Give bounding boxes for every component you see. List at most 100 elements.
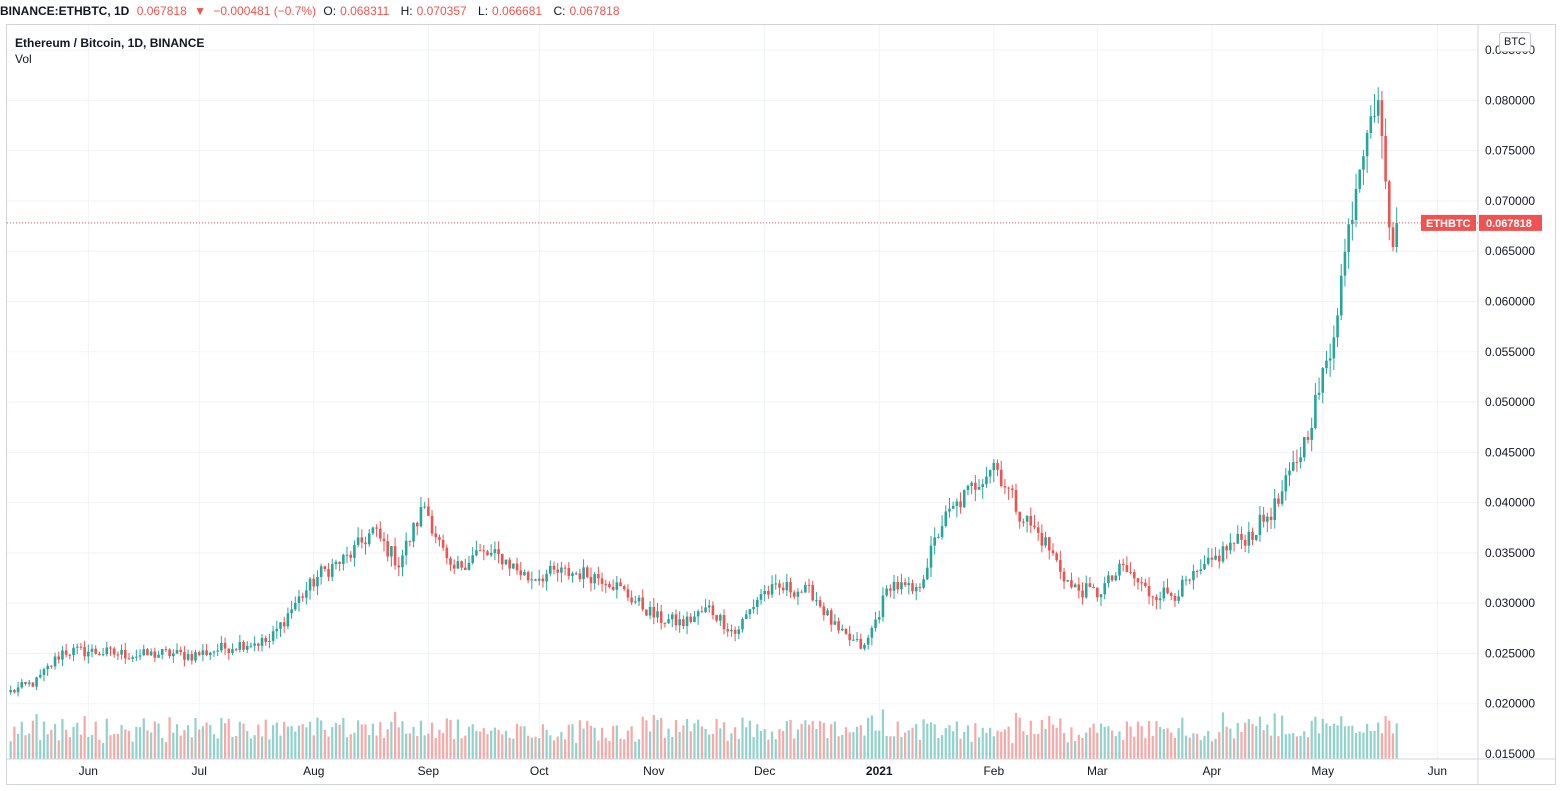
volume-bar [150,732,153,759]
header-low-label: L: [478,4,489,18]
volume-bar [1022,731,1025,759]
volume-bar [770,731,774,759]
candle-body [870,627,874,638]
volume-bar [922,719,925,759]
volume-bar [382,737,386,759]
candle-body [619,582,622,587]
volume-bar [334,722,338,759]
volume-bar [626,730,630,759]
volume-bar [641,716,644,759]
candle-body [556,569,559,573]
volume-bar [138,727,142,759]
volume-bar [20,721,23,759]
candle-body [1206,557,1210,564]
candle-body [674,614,678,626]
down-arrow-icon: ▼ [194,4,206,18]
candle-body [593,574,596,584]
volume-bar [1192,733,1195,759]
candle-body [626,589,630,598]
header-open-label: O: [323,4,337,18]
candle-body [423,506,426,508]
candle-body [1280,491,1284,504]
candle-body [1107,575,1110,584]
candle-body [1384,136,1387,182]
volume-bar [752,737,755,759]
candle-body [988,470,992,477]
candle-body [31,682,35,687]
volume-bar [83,716,86,759]
candle-body [1395,222,1398,248]
candle-body [837,621,840,631]
candle-body [512,563,515,569]
volume-bar [445,718,448,759]
volume-bar [1133,736,1136,759]
currency-button[interactable]: BTC [1499,32,1531,52]
volume-bar [852,732,855,759]
volume-bar [1388,720,1391,759]
volume-bar [434,737,437,759]
candle-body [600,578,604,584]
candle-body [356,537,360,545]
candle-body [781,587,785,591]
candle-body [268,640,271,642]
volume-bar [1351,725,1354,759]
candle-body [563,567,567,569]
candle-body [571,573,574,576]
time-tick-label: Sep [418,764,440,778]
candle-body [1144,582,1147,587]
candle-body [293,602,297,610]
price-tick-label: 0.030000 [1485,596,1535,610]
volume-bar [966,725,970,759]
candle-body [1310,427,1313,440]
candle-body [286,613,290,627]
volume-bar [53,724,57,759]
candle-body [478,550,482,552]
candle-body [282,622,286,627]
candle-body [1376,100,1380,116]
candle-body [829,610,833,625]
candle-body [693,616,696,622]
header-last-price: 0.067818 [136,4,187,18]
candle-body [1243,539,1247,546]
time-tick-label: Jul [192,764,207,778]
candle-body [663,622,667,624]
candle-body [53,656,57,667]
candle-body [933,537,936,546]
candle-body [197,652,201,655]
volume-bar [65,729,68,759]
candle-body [1151,596,1155,598]
volume-bar [1177,728,1180,759]
candle-body [1059,560,1062,572]
volume-bar [726,740,729,759]
volume-bar [131,741,134,759]
volume-bar [486,734,489,759]
candle-body [109,647,112,649]
candle-body [1314,394,1317,428]
candle-body [245,645,249,650]
volume-bar [301,724,304,759]
volume-bar [220,717,223,759]
volume-bar [1140,726,1143,759]
volume-bar [1251,724,1254,759]
volume-bar [1195,733,1199,759]
volume-bar [1199,740,1202,759]
candle-body [992,462,996,471]
candle-body [1358,169,1362,189]
volume-bar [1159,726,1162,759]
volume-bar [1299,735,1302,759]
volume-bar [364,724,367,759]
candle-body [1225,546,1228,551]
candle-body [1254,534,1258,540]
price-tag-label-bg [1421,214,1476,231]
candle-body [670,614,674,620]
volume-bar [1136,721,1140,759]
candle-body [578,573,582,580]
candle-body [61,650,64,660]
chart-title: Ethereum / Bitcoin, 1D, BINANCE [15,36,205,50]
volume-bar [530,737,533,759]
candle-body [940,526,944,538]
volume-bar [578,720,581,759]
volume-bar [1044,728,1047,759]
volume-bar [881,709,885,759]
